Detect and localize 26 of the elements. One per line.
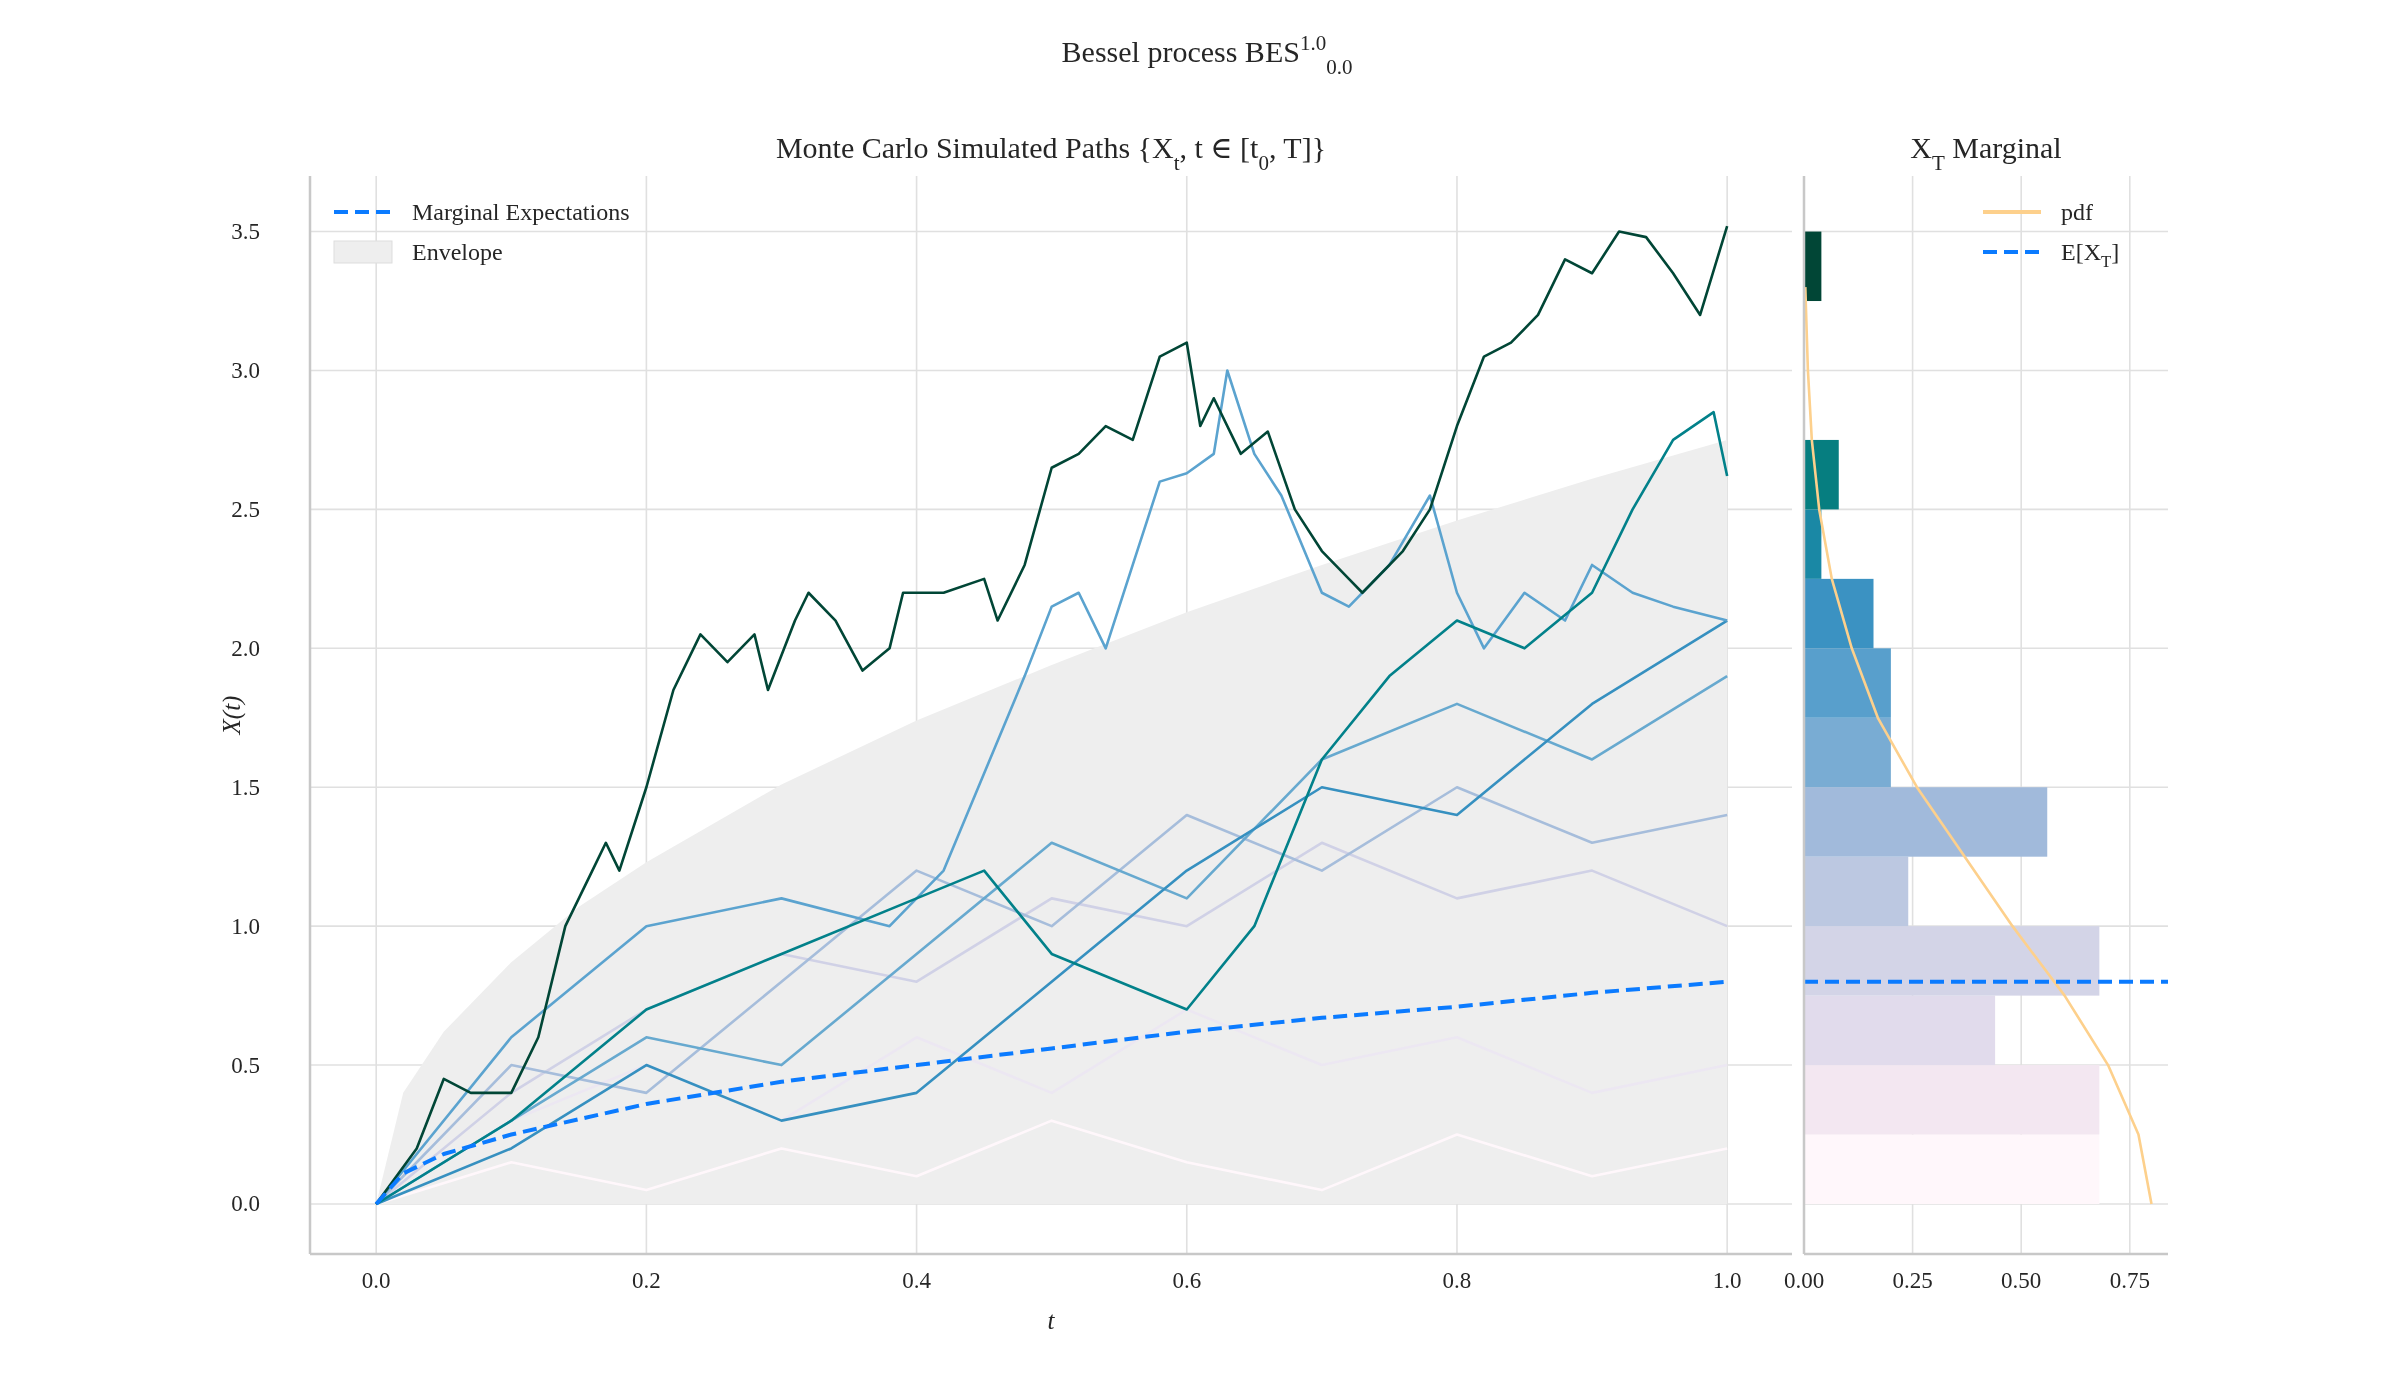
y-tick-label: 0.0 [231, 1191, 260, 1217]
legend-label: pdf [2061, 199, 2093, 225]
chart-subtitle: Monte Carlo Simulated Paths {X$_{t}$, t ∈ [t$_{0}$, T]} [775, 131, 1327, 175]
x-tick-label: 1.0 [1712, 1268, 1742, 1293]
x-tick-label: 0.75 [2109, 1268, 2150, 1293]
x-tick-label: 0.8 [1442, 1268, 1472, 1293]
y-tick-label: 2.5 [231, 496, 260, 522]
legend-label: Marginal Expectations [412, 199, 630, 225]
x-tick-label: 0.6 [1172, 1268, 1202, 1293]
x-tick-label: 0.00 [1783, 1268, 1825, 1293]
chart-title: X$_{T}$ Marginal [1910, 131, 2062, 175]
x-tick-label: 0.0 [361, 1268, 391, 1293]
y-tick-label: 3.0 [231, 357, 260, 383]
x-tick-label: 0.25 [1892, 1268, 1933, 1293]
y-tick-label: 2.0 [231, 635, 260, 661]
x-tick-label: 0.4 [902, 1268, 932, 1293]
x-tick-label: 0.2 [632, 1268, 661, 1293]
y-tick-label: 3.5 [231, 219, 260, 245]
y-tick-label: 1.5 [231, 774, 260, 800]
y-tick-label: 1.0 [231, 913, 260, 939]
x-tick-label: 0.50 [2001, 1268, 2042, 1293]
x-axis-title: t [1047, 1307, 1056, 1334]
legend-label: Envelope [412, 239, 503, 265]
y-axis-title: X(t) [218, 695, 246, 736]
legend-label: E[X$_{T}$] [2061, 239, 2120, 271]
y-tick-label: 0.5 [231, 1052, 260, 1078]
